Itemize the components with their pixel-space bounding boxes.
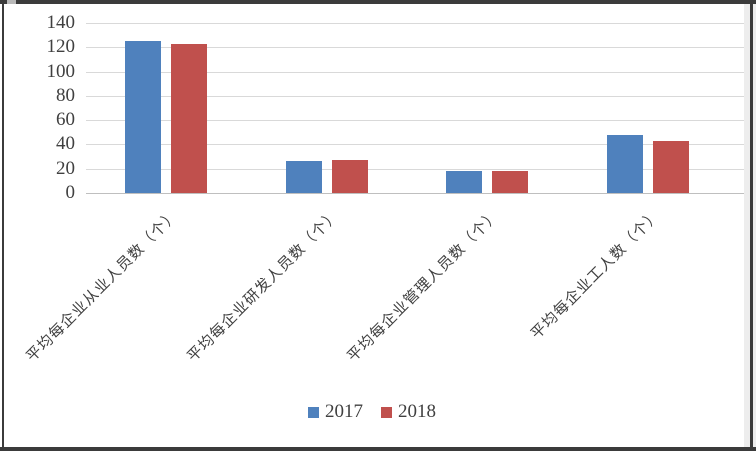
x-category-label-0: 平均每企业从业人员数（个） — [23, 206, 183, 366]
x-category-label-3: 平均每企业工人数（个） — [528, 206, 664, 343]
bar-2018-category-1 — [331, 160, 368, 193]
legend-label-2017: 2017 — [325, 401, 363, 422]
window-top-edge-notch — [7, 0, 16, 4]
bar-2018-category-0 — [171, 43, 208, 193]
legend-item-2017: 2017 — [308, 401, 363, 423]
bar-chart: 140 120 100 80 60 40 20 0 平均每企业从业人员数（个） 平均每企业研发人… — [0, 12, 744, 423]
y-tick-label-20: 20 — [56, 157, 75, 179]
y-tick-label-120: 120 — [46, 36, 76, 58]
gridline-60 — [86, 120, 744, 122]
gridline-20 — [86, 168, 744, 170]
y-tick-label-140: 140 — [46, 12, 76, 33]
legend-swatch-2018 — [381, 406, 392, 418]
x-axis-line — [86, 193, 744, 194]
gridline-100 — [86, 71, 744, 73]
chart-legend: 2017 2018 — [0, 401, 744, 423]
bar-2017-category-2 — [446, 171, 483, 193]
legend-item-2018: 2018 — [381, 401, 436, 423]
bar-2017-category-1 — [285, 161, 322, 193]
y-tick-label-0: 0 — [65, 182, 76, 203]
category-group-2 — [407, 23, 568, 193]
window-right-outer-margin — [753, 4, 756, 447]
legend-swatch-2017 — [308, 406, 319, 418]
gridline-80 — [86, 95, 744, 97]
window-top-edge — [0, 0, 756, 4]
gridline-40 — [86, 144, 744, 146]
plot-area — [86, 23, 728, 193]
y-tick-label-100: 100 — [46, 60, 76, 82]
bar-2018-category-2 — [492, 171, 529, 193]
window-bottom-edge — [0, 447, 756, 451]
x-category-label-1: 平均每企业研发人员数（个） — [184, 206, 343, 366]
y-tick-label-60: 60 — [56, 109, 75, 131]
y-tick-label-80: 80 — [56, 84, 75, 106]
bar-2017-category-0 — [125, 41, 162, 193]
category-group-3 — [568, 23, 729, 193]
gridline-120 — [86, 47, 744, 49]
gridline-140 — [86, 23, 744, 24]
category-group-0 — [86, 23, 247, 193]
window-left-edge — [2, 4, 4, 447]
category-group-1 — [247, 23, 408, 193]
window-right-edge — [750, 4, 753, 447]
window-right-margin — [744, 4, 750, 447]
bar-2018-category-3 — [652, 140, 689, 193]
x-category-label-2: 平均每企业管理人员数（个） — [344, 206, 504, 366]
legend-label-2018: 2018 — [398, 401, 436, 422]
bar-2017-category-3 — [606, 134, 643, 193]
y-tick-label-40: 40 — [56, 133, 75, 155]
